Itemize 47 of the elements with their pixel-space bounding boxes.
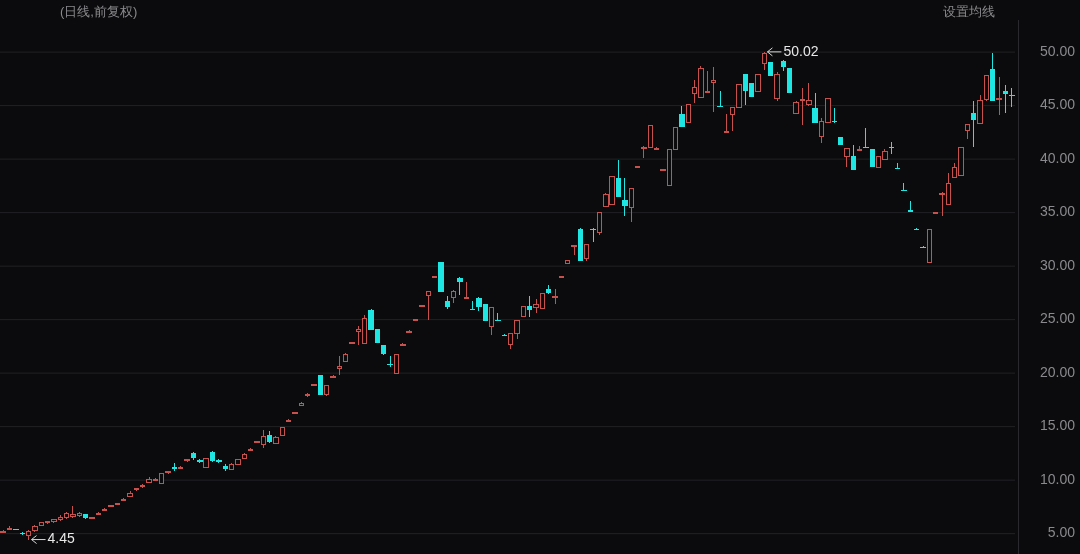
candlestick bbox=[761, 51, 768, 71]
candlestick bbox=[457, 276, 463, 296]
candlestick bbox=[996, 76, 1002, 116]
candlestick bbox=[571, 244, 577, 256]
candlestick bbox=[596, 212, 603, 236]
y-tick-label: 30.00 bbox=[1039, 256, 1076, 273]
candlestick bbox=[901, 182, 907, 192]
candlestick bbox=[463, 281, 469, 299]
y-tick-label: 10.00 bbox=[1039, 470, 1076, 487]
candlestick bbox=[723, 113, 730, 133]
y-tick-label: 5.00 bbox=[1047, 524, 1076, 541]
candlestick bbox=[717, 90, 723, 108]
candlestick bbox=[387, 355, 393, 368]
candlestick bbox=[615, 159, 622, 198]
y-tick-label: 40.00 bbox=[1039, 149, 1076, 166]
chart-title: (日线,前复权) bbox=[60, 4, 138, 19]
candlestick bbox=[850, 144, 856, 171]
y-tick-label: 45.00 bbox=[1039, 96, 1076, 113]
y-tick-label: 35.00 bbox=[1039, 203, 1076, 220]
candlestick bbox=[971, 100, 977, 148]
candlestick bbox=[812, 92, 818, 124]
candlestick bbox=[393, 354, 400, 374]
candlestick bbox=[488, 307, 495, 336]
candlestick bbox=[330, 374, 336, 378]
y-tick-label: 25.00 bbox=[1039, 310, 1076, 327]
candlestick bbox=[425, 290, 431, 321]
annotation: 50.02 bbox=[783, 42, 819, 59]
y-tick-label: 20.00 bbox=[1039, 363, 1076, 380]
y-tick-label: 50.00 bbox=[1039, 42, 1076, 59]
candlestick bbox=[552, 288, 558, 305]
annotation: 4.45 bbox=[47, 530, 76, 547]
candlestick bbox=[495, 312, 501, 322]
candlestick bbox=[622, 177, 628, 217]
candlestick bbox=[710, 66, 717, 113]
candlestick bbox=[844, 147, 850, 168]
candlestick bbox=[628, 187, 634, 223]
candlestick bbox=[983, 75, 990, 102]
y-tick-label: 15.00 bbox=[1039, 417, 1076, 434]
candlestick bbox=[920, 245, 926, 249]
candlestick bbox=[590, 227, 596, 243]
candlestick bbox=[336, 355, 343, 376]
text: 设置均线 bbox=[943, 4, 995, 19]
candlestick bbox=[774, 71, 780, 102]
candlestick bbox=[977, 94, 983, 125]
candlestick bbox=[863, 127, 869, 149]
candlestick bbox=[1009, 87, 1015, 108]
candlestick bbox=[685, 104, 691, 124]
